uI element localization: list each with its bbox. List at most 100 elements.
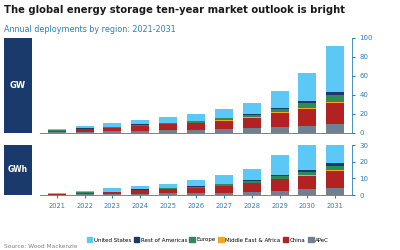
Bar [243,115,261,117]
Bar [243,169,261,180]
Bar [131,190,149,194]
Bar [131,125,149,126]
Bar [76,193,94,194]
Bar [76,129,94,132]
Bar [76,128,94,129]
Bar [298,101,316,103]
Bar [48,130,66,132]
Bar [270,191,289,195]
Bar [103,131,122,132]
Bar [243,192,261,195]
Bar [298,103,316,108]
Bar [298,176,316,189]
Bar [48,194,66,195]
Bar [243,180,261,181]
Bar [103,190,122,191]
Bar [187,193,205,195]
Bar [215,186,233,192]
Bar [298,140,316,170]
Bar [159,123,177,124]
Bar [243,181,261,183]
Bar [298,172,316,175]
Bar [298,170,316,172]
Bar [215,120,233,121]
Bar [270,113,289,127]
Bar [103,128,122,131]
Bar [187,121,205,123]
Bar [270,127,289,132]
Bar [187,123,205,130]
Bar [326,188,344,195]
Bar [159,188,177,189]
Text: GWh: GWh [8,166,28,174]
Bar [103,127,122,128]
Bar [270,178,289,179]
Text: Source: Wood Mackenzie: Source: Wood Mackenzie [4,244,78,250]
Bar [270,176,289,178]
Bar [243,118,261,128]
Text: GW: GW [10,80,26,90]
Bar [159,184,177,188]
Bar [298,126,316,132]
Bar [159,122,177,123]
Legend: United States, Rest of Americas, Europe, Middle East & Africa, China, APeC: United States, Rest of Americas, Europe,… [85,235,331,245]
Bar [326,166,344,170]
Bar [298,175,316,176]
Bar [215,184,233,186]
Bar [243,128,261,132]
Bar [270,179,289,191]
Bar [76,126,94,128]
Bar [243,114,261,115]
Bar [270,90,289,108]
Bar [243,102,261,114]
Bar [215,109,233,118]
Bar [215,129,233,132]
Bar [76,191,94,192]
Bar [298,109,316,126]
Text: Annual deployments by region: 2021-2031: Annual deployments by region: 2021-2031 [4,25,176,34]
Bar [131,124,149,125]
Bar [270,155,289,175]
Bar [48,129,66,130]
Bar [76,194,94,195]
Bar [215,118,233,120]
Bar [159,124,177,130]
Bar [159,189,177,193]
Bar [298,108,316,109]
Bar [103,188,122,190]
Bar [326,170,344,171]
Bar [187,114,205,121]
Bar [103,123,122,126]
Text: The global energy storage ten-year market outlook is bright: The global energy storage ten-year marke… [4,5,345,15]
Bar [215,175,233,184]
Bar [326,120,344,163]
Bar [326,102,344,103]
Bar [131,120,149,124]
Bar [215,121,233,129]
Bar [326,124,344,132]
Bar [298,73,316,101]
Bar [270,109,289,112]
Bar [131,194,149,195]
Bar [298,189,316,195]
Bar [326,171,344,188]
Bar [187,130,205,132]
Bar [270,112,289,113]
Bar [103,126,122,127]
Bar [187,180,205,186]
Bar [326,95,344,102]
Bar [159,130,177,132]
Bar [159,117,177,122]
Bar [187,187,205,188]
Bar [326,163,344,166]
Bar [131,126,149,130]
Bar [131,130,149,132]
Bar [270,175,289,176]
Bar [215,192,233,195]
Bar [326,103,344,124]
Bar [187,186,205,187]
Bar [48,193,66,194]
Bar [243,117,261,118]
Bar [187,188,205,193]
Bar [326,92,344,95]
